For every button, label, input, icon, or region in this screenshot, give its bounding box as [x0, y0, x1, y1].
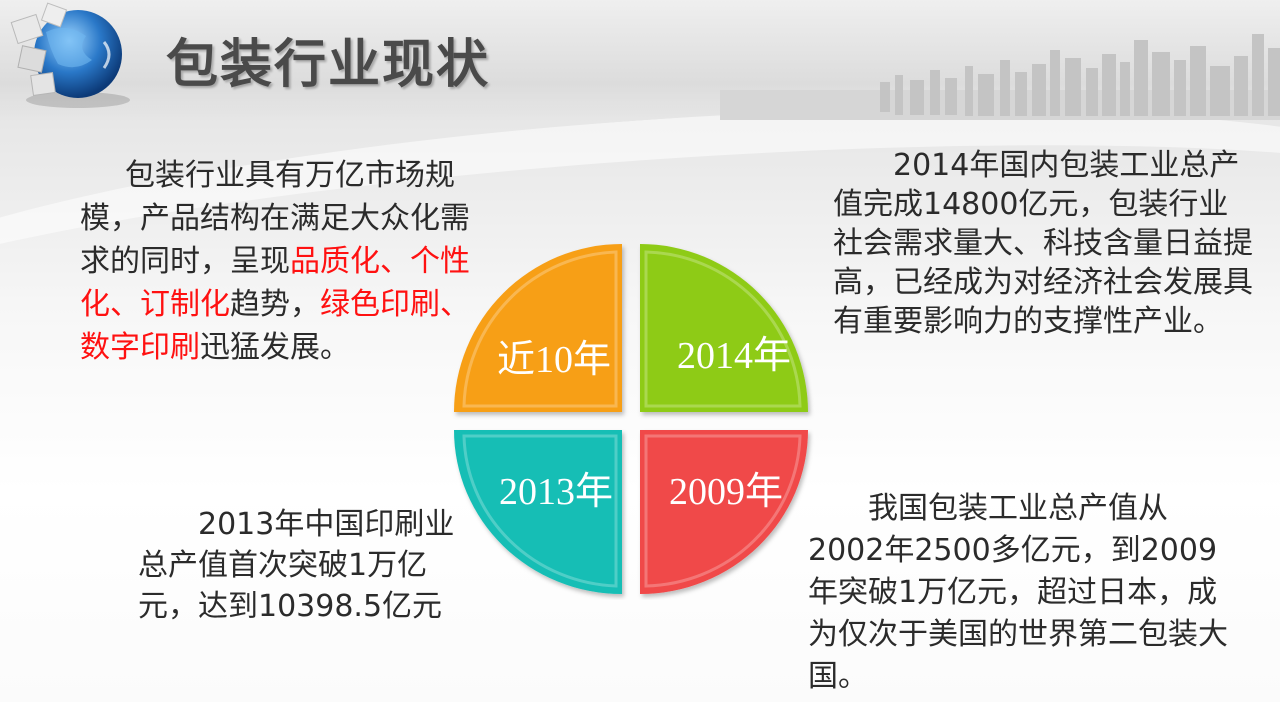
quadrant-label-bottom-left: 2013年 [499, 471, 613, 513]
quadrant-label-top-left: 近10年 [497, 339, 611, 381]
quadrant-top-right [640, 244, 808, 412]
text-bottom-right-content: 我国包装工业总产值从2002年2500多亿元，到2009年突破1万亿元，超过日本… [808, 491, 1228, 694]
highlight-quality-trend: 品质化、个性化、订制化 [80, 244, 470, 322]
quadrant-bottom-right [640, 430, 808, 594]
highlight-green-digital-printing: 绿色印刷、数字印刷 [80, 287, 470, 365]
text-block-bottom-left: 2013年中国印刷业总产值首次突破1万亿元，达到10398.5亿元 [138, 504, 458, 627]
quadrant-diagram: 近10年 2014年 2013年 2009年 [454, 244, 808, 594]
quadrant-label-bottom-right: 2009年 [669, 471, 783, 513]
text-block-top-right: 2014年国内包装工业总产值完成14800亿元，包装行业社会需求量大、科技含量日… [833, 146, 1253, 341]
quadrant-label-top-right: 2014年 [677, 335, 791, 377]
text-bottom-left-content: 2013年中国印刷业总产值首次突破1万亿元，达到10398.5亿元 [138, 507, 455, 624]
quadrant-top-left [454, 244, 622, 412]
text-block-top-left: 包装行业具有万亿市场规模，产品结构在满足大众化需求的同时，呈现品质化、个性化、订… [80, 154, 480, 369]
text-top-left-part3: 迅猛发展。 [200, 330, 350, 365]
city-skyline-decoration [720, 34, 1280, 120]
globe-puzzle-icon [10, 2, 130, 108]
text-top-left-part2: 趋势， [230, 287, 320, 322]
page-title: 包装行业现状 [166, 35, 491, 95]
text-top-right-content: 2014年国内包装工业总产值完成14800亿元，包装行业社会需求量大、科技含量日… [833, 148, 1253, 339]
quadrant-bottom-left [454, 430, 622, 594]
text-top-left-part1: 包装行业具有万亿市场规模，产品结构在满足大众化需求的同时，呈现 [80, 158, 470, 279]
text-block-bottom-right: 我国包装工业总产值从2002年2500多亿元，到2009年突破1万亿元，超过日本… [808, 488, 1228, 698]
